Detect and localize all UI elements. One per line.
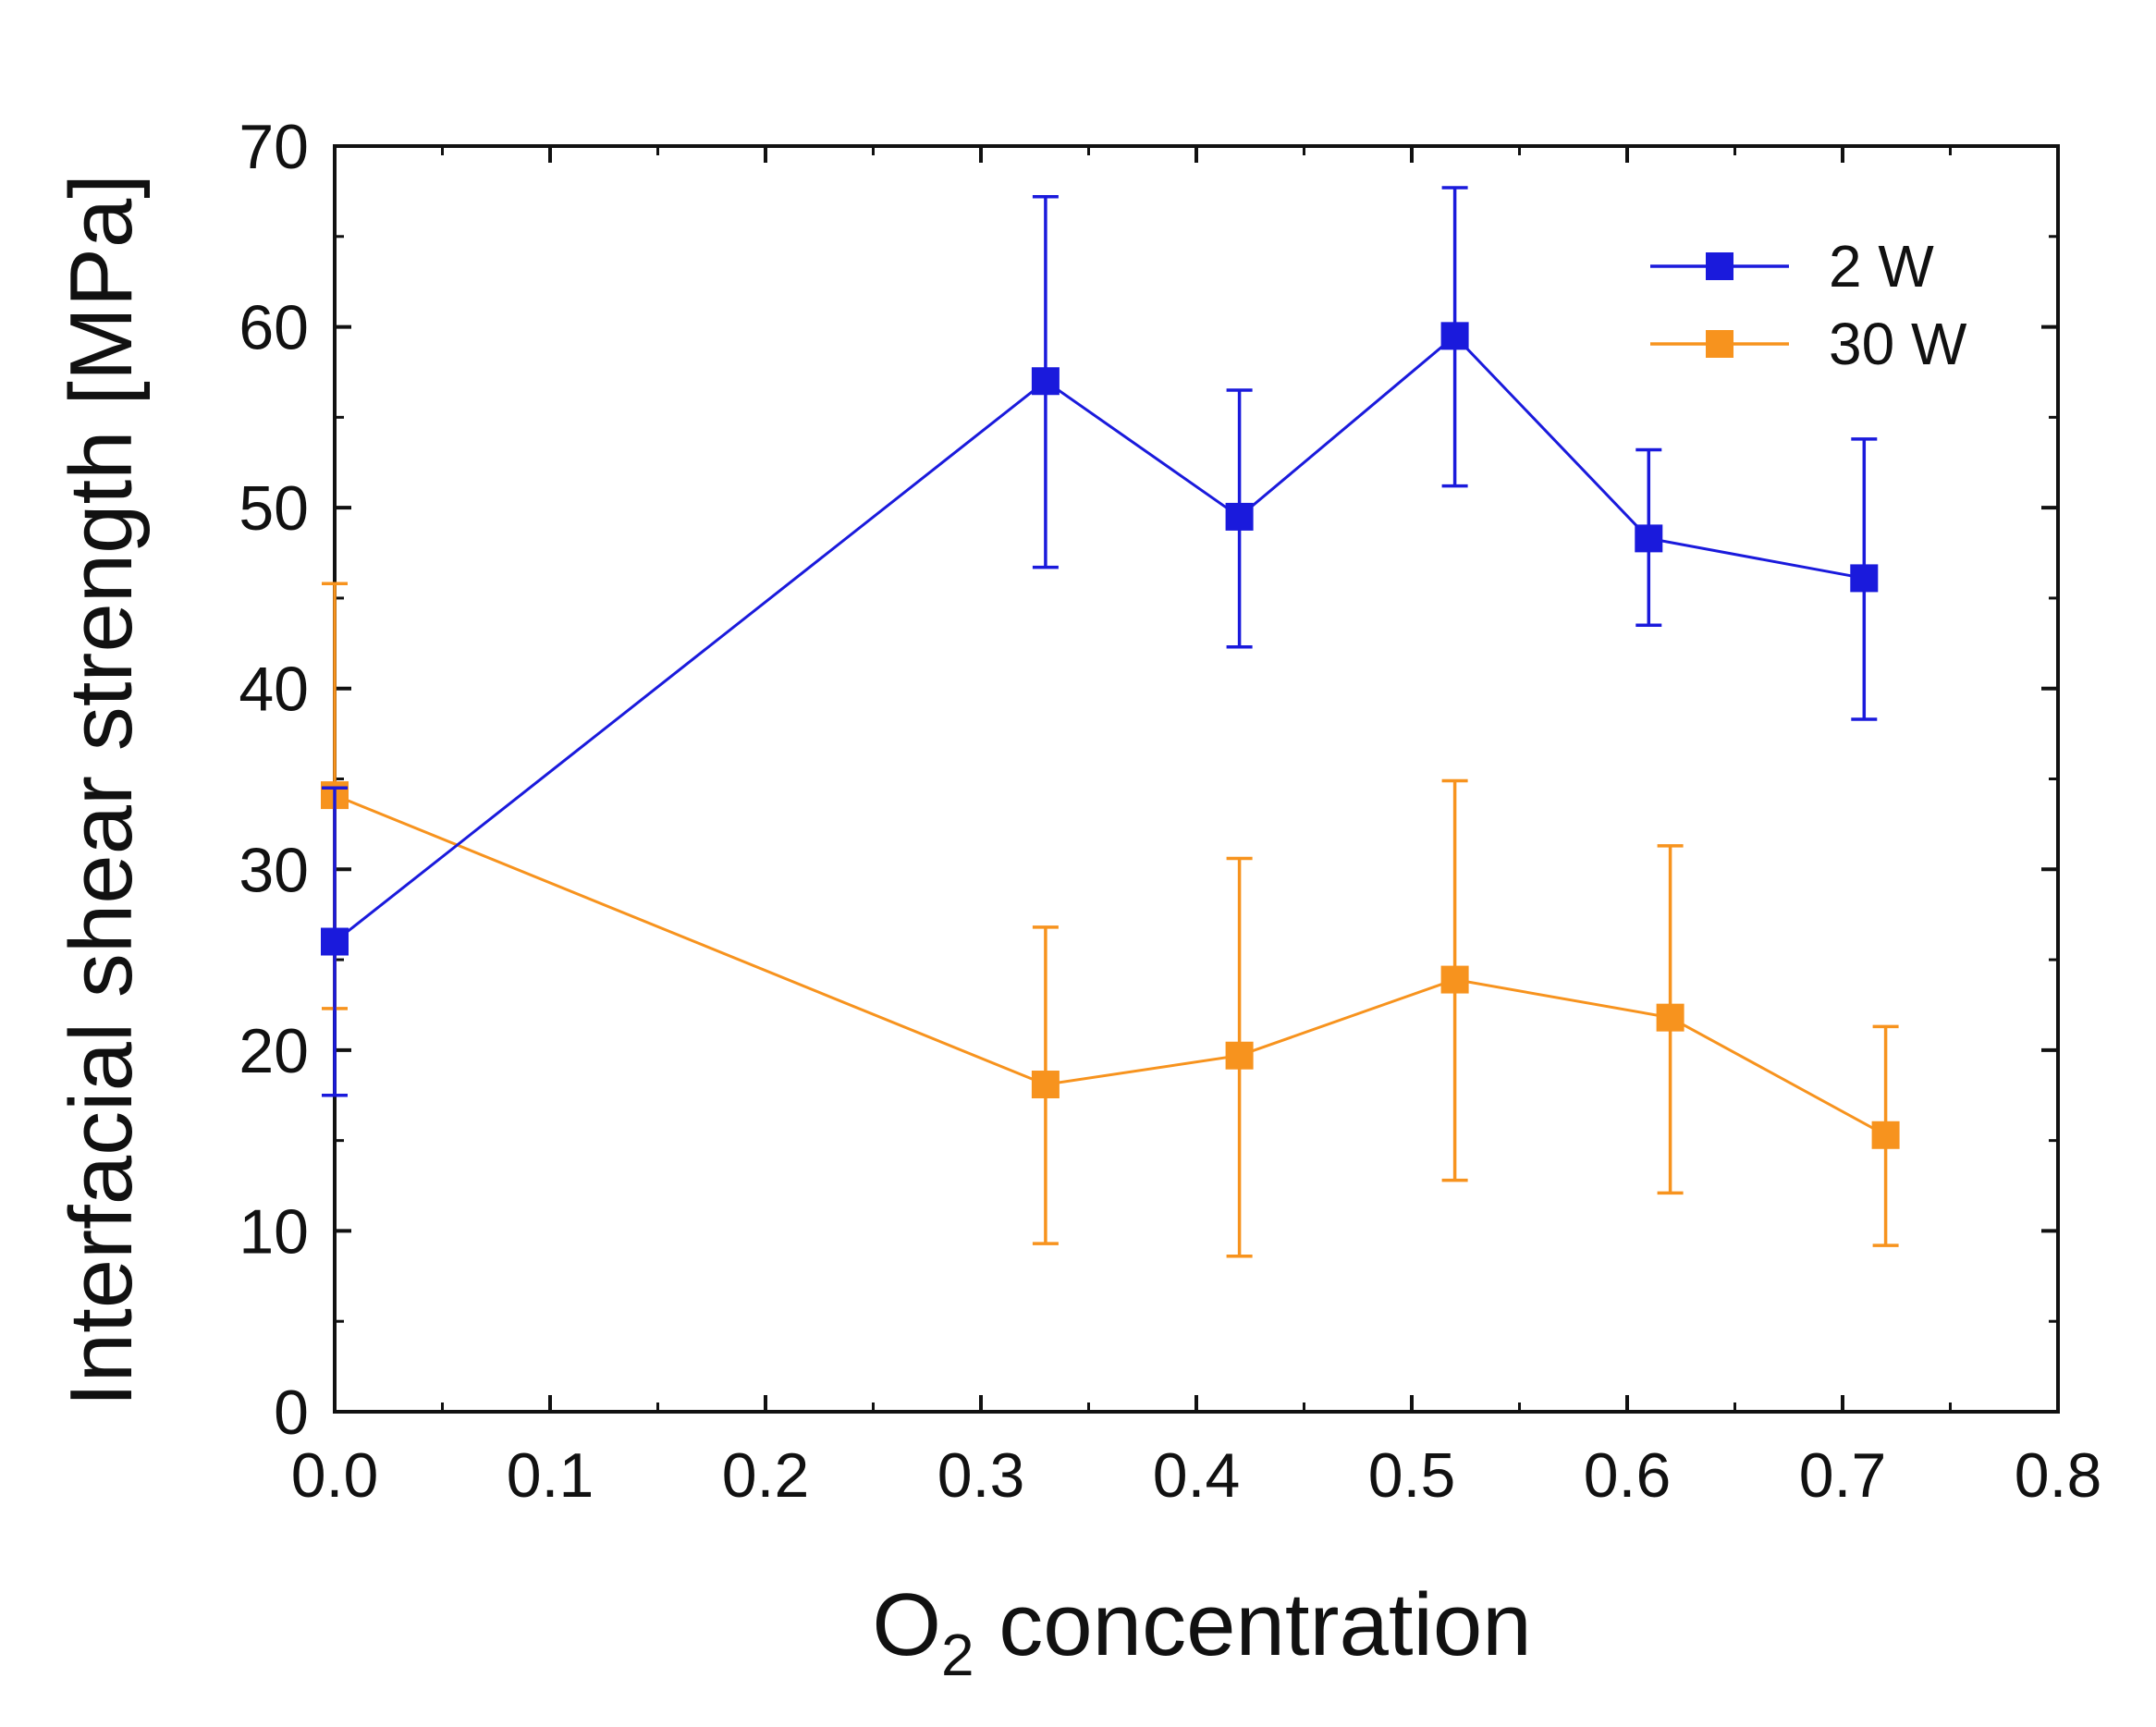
- data-point-30-w: [1440, 965, 1469, 994]
- x-axis-title-subscript: 2: [941, 1622, 974, 1688]
- x-axis-title-rest: concentration: [974, 1575, 1532, 1674]
- legend-label-2-w: 2 W: [1829, 233, 1934, 300]
- x-tick-label: 0.2: [722, 1440, 810, 1511]
- data-point-2-w: [1635, 524, 1663, 553]
- data-point-30-w: [1031, 1071, 1060, 1099]
- y-tick-label: 40: [239, 655, 309, 725]
- data-point-2-w: [1440, 322, 1469, 350]
- x-tick-label: 0.7: [1799, 1440, 1887, 1511]
- series-2-w: [321, 186, 1879, 1097]
- plot-frame: [333, 144, 2060, 1414]
- x-tick-label: 0.8: [2015, 1440, 2102, 1511]
- legend-marker-30-w: [1706, 330, 1733, 358]
- x-tick-label: 0.1: [507, 1440, 594, 1511]
- series-30-w: [321, 582, 1900, 1258]
- data-point-2-w: [1225, 502, 1254, 531]
- x-tick-label: 0.5: [1368, 1440, 1456, 1511]
- data-point-30-w: [1656, 1003, 1684, 1032]
- data-point-30-w: [1871, 1121, 1900, 1149]
- x-tick-label: 0.4: [1153, 1440, 1241, 1511]
- x-tick-label: 0.0: [291, 1440, 379, 1511]
- data-point-2-w: [1031, 367, 1060, 396]
- x-tick-label: 0.6: [1584, 1440, 1672, 1511]
- legend: 2 W 30 W: [1650, 233, 1967, 377]
- axes-layer: 0.0 0.1 0.2 0.3 0.4 0.5 0.6 0.7 0.8 0 10 20 30 40 50 60…: [239, 112, 2101, 1511]
- x-tick-label: 0.3: [937, 1440, 1025, 1511]
- legend-marker-2-w: [1706, 252, 1733, 280]
- y-tick-label: 70: [239, 112, 309, 182]
- y-tick-label: 50: [239, 473, 309, 544]
- x-axis-title-main: O: [872, 1575, 941, 1674]
- legend-label-30-w: 30 W: [1829, 311, 1967, 377]
- data-point-2-w: [1850, 564, 1879, 593]
- y-tick-label: 60: [239, 293, 309, 363]
- series-line-30-w: [334, 793, 1887, 1137]
- series-line-2-w: [334, 334, 1865, 943]
- y-tick-label: 20: [239, 1016, 309, 1086]
- y-tick-label: 30: [239, 835, 309, 905]
- series-layer: [321, 186, 1900, 1258]
- y-tick-label: 0: [274, 1378, 309, 1448]
- x-axis-title: O2 concentration: [872, 1575, 1531, 1688]
- y-axis-title: Interfacial shear strength [MPa]: [52, 174, 151, 1407]
- y-tick-label: 10: [239, 1196, 309, 1267]
- data-point-2-w: [321, 927, 349, 956]
- data-point-30-w: [1225, 1041, 1254, 1070]
